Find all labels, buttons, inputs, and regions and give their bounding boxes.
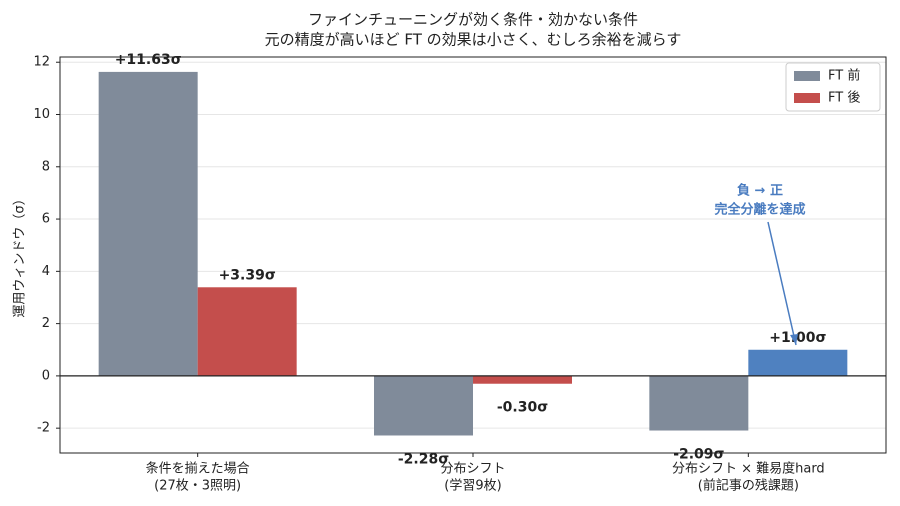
y-tick-label: 10 bbox=[33, 107, 50, 122]
y-axis-label: 運用ウィンドウ（σ） bbox=[13, 192, 28, 317]
bar bbox=[473, 375, 572, 384]
value-label: +11.63σ bbox=[115, 52, 182, 68]
bar bbox=[748, 349, 848, 376]
y-tick-label: 8 bbox=[42, 159, 50, 174]
annotation-arrow bbox=[767, 221, 797, 346]
annotation: 完全分離を達成 bbox=[714, 202, 805, 218]
bar bbox=[649, 375, 749, 431]
plot-frame bbox=[59, 56, 887, 454]
y-tick-label: 4 bbox=[42, 264, 50, 279]
bar bbox=[197, 287, 297, 376]
x-tick-label: (学習9枚) bbox=[444, 478, 501, 494]
y-tick-label: 6 bbox=[42, 212, 50, 227]
legend-label: FT 後 bbox=[828, 91, 860, 106]
chart-title: ファインチューニングが効く条件・効かない条件 bbox=[308, 11, 638, 29]
x-tick-label: 条件を揃えた場合 bbox=[146, 461, 250, 477]
bar bbox=[374, 375, 473, 436]
bar bbox=[98, 71, 198, 376]
legend-swatch bbox=[794, 71, 820, 81]
chart-subtitle: 元の精度が高いほど FT の効果は小さく、むしろ余裕を減らす bbox=[265, 31, 682, 49]
value-label: -2.28σ bbox=[398, 451, 449, 467]
y-tick-label: 2 bbox=[42, 316, 50, 331]
value-label: +3.39σ bbox=[219, 267, 276, 283]
annotation: 負 → 正 bbox=[737, 183, 783, 199]
value-label: -2.09σ bbox=[673, 447, 724, 463]
y-tick-label: 12 bbox=[33, 55, 50, 70]
x-tick-label: (27枚・3照明) bbox=[154, 479, 241, 494]
legend-swatch bbox=[794, 93, 820, 103]
x-tick-label: 分布シフト bbox=[440, 462, 505, 477]
value-label: -0.30σ bbox=[497, 400, 548, 416]
y-tick-label: -2 bbox=[37, 421, 50, 436]
arrow-head bbox=[790, 334, 798, 345]
x-tick-label: 分布シフト × 難易度hard bbox=[672, 461, 825, 477]
legend: FT 前 FT 後 bbox=[785, 62, 881, 112]
legend-label: FT 前 bbox=[828, 68, 860, 84]
y-tick-label: 0 bbox=[42, 368, 50, 383]
value-label: +1.00σ bbox=[769, 330, 826, 346]
x-tick-label: (前記事の残課題) bbox=[698, 478, 799, 494]
